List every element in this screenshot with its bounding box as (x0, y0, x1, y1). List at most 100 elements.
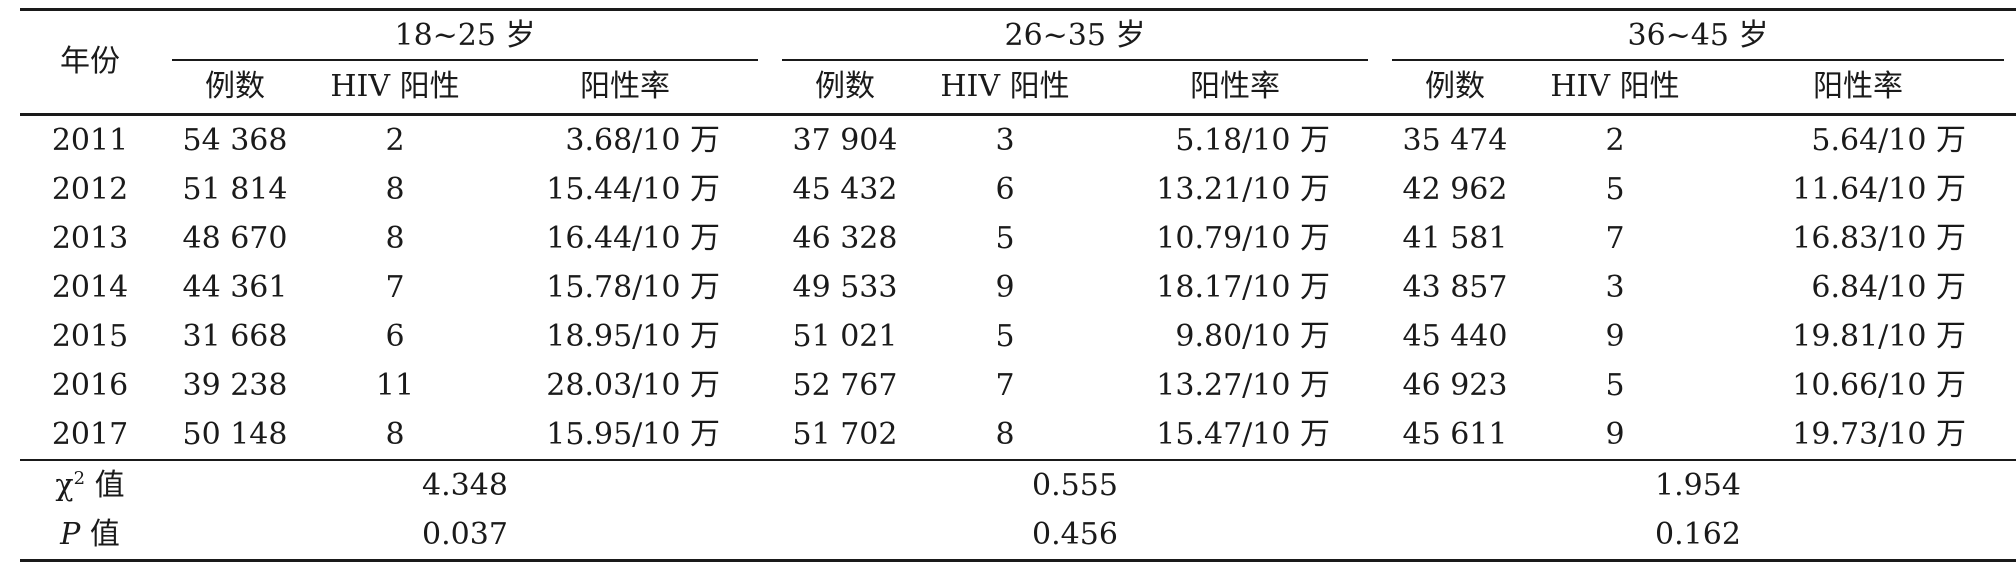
table-row: 2015 31 668 6 18.95/10 万 51 021 5 9.80/1… (20, 312, 2016, 361)
cases-cell: 51 814 (182, 171, 288, 207)
p-value: 0.456 (1032, 516, 1118, 552)
year-header: 年份 (60, 44, 120, 79)
subcol-cases: 例数 (205, 69, 265, 104)
group-header-18-25: 18~25 岁 (160, 10, 770, 61)
p-value-label: P 值 (60, 516, 120, 552)
year-cell: 2011 (51, 122, 129, 158)
chi-square-value: 0.555 (1032, 467, 1118, 503)
rate-cell: 15.47/10 万 (1156, 416, 1330, 452)
cases-cell: 51 702 (792, 416, 898, 452)
year-cell: 2013 (51, 220, 129, 256)
positive-cell: 6 (385, 318, 405, 354)
positive-cell: 5 (1605, 171, 1625, 207)
chi-square-row: χ2 值 4.348 0.555 1.954 (20, 460, 2016, 510)
cases-cell: 46 328 (792, 220, 898, 256)
positive-cell: 8 (385, 416, 405, 452)
positive-cell: 5 (995, 220, 1015, 256)
rate-cell: 11.64/10 万 (1792, 171, 1966, 207)
cases-cell: 37 904 (792, 122, 898, 158)
data-table: 年份 18~25 岁 26~35 岁 36~45 岁 例数 HIV 阳性 阳性率… (20, 8, 2016, 562)
table-row: 2011 54 368 2 3.68/10 万 37 904 3 5.18/10… (20, 115, 2016, 166)
year-cell: 2016 (51, 367, 129, 403)
cases-cell: 46 923 (1402, 367, 1508, 403)
positive-cell: 11 (375, 367, 415, 403)
cases-cell: 39 238 (182, 367, 288, 403)
cases-cell: 45 440 (1402, 318, 1508, 354)
rate-cell: 13.21/10 万 (1156, 171, 1330, 207)
cases-cell: 45 611 (1402, 416, 1508, 452)
subcol-positive-rate: 阳性率 (1190, 69, 1280, 104)
rate-cell: 10.66/10 万 (1792, 367, 1966, 403)
cases-cell: 35 474 (1402, 122, 1508, 158)
p-value: 0.162 (1655, 516, 1741, 552)
p-value-row: P 值 0.037 0.456 0.162 (20, 510, 2016, 561)
positive-cell: 7 (385, 269, 405, 305)
cases-cell: 44 361 (182, 269, 288, 305)
subcol-positive-rate: 阳性率 (580, 69, 670, 104)
rate-cell: 19.73/10 万 (1792, 416, 1966, 452)
cases-cell: 41 581 (1402, 220, 1508, 256)
positive-cell: 9 (1605, 416, 1625, 452)
rate-cell: 5.18/10 万 (1175, 122, 1330, 158)
table-row: 2014 44 361 7 15.78/10 万 49 533 9 18.17/… (20, 263, 2016, 312)
rate-cell: 9.80/10 万 (1175, 318, 1330, 354)
positive-cell: 9 (1605, 318, 1625, 354)
cases-cell: 45 432 (792, 171, 898, 207)
positive-cell: 8 (385, 220, 405, 256)
positive-cell: 8 (385, 171, 405, 207)
rate-cell: 13.27/10 万 (1156, 367, 1330, 403)
group-header-26-35: 26~35 岁 (770, 10, 1380, 61)
rate-cell: 15.95/10 万 (546, 416, 720, 452)
rate-cell: 19.81/10 万 (1792, 318, 1966, 354)
cases-cell: 51 021 (792, 318, 898, 354)
positive-cell: 3 (995, 122, 1015, 158)
cases-cell: 48 670 (182, 220, 288, 256)
group-header-36-45: 36~45 岁 (1380, 10, 2016, 61)
positive-cell: 5 (995, 318, 1015, 354)
year-cell: 2014 (51, 269, 129, 305)
cases-cell: 43 857 (1402, 269, 1508, 305)
subcol-cases: 例数 (815, 69, 875, 104)
positive-cell: 8 (995, 416, 1015, 452)
subcol-hiv-positive: HIV 阳性 (1550, 69, 1680, 104)
cases-cell: 49 533 (792, 269, 898, 305)
positive-cell: 6 (995, 171, 1015, 207)
positive-cell: 9 (995, 269, 1015, 305)
rate-cell: 5.64/10 万 (1811, 122, 1966, 158)
table-row: 2013 48 670 8 16.44/10 万 46 328 5 10.79/… (20, 214, 2016, 263)
header-row-groups: 年份 18~25 岁 26~35 岁 36~45 岁 (20, 9, 2016, 77)
positive-cell: 7 (995, 367, 1015, 403)
year-cell: 2015 (51, 318, 129, 354)
table-row: 2016 39 238 11 28.03/10 万 52 767 7 13.27… (20, 361, 2016, 410)
cases-cell: 31 668 (182, 318, 288, 354)
year-cell: 2017 (51, 416, 129, 452)
cases-cell: 52 767 (792, 367, 898, 403)
subcol-hiv-positive: HIV 阳性 (330, 69, 460, 104)
subcol-cases: 例数 (1425, 69, 1485, 104)
cases-cell: 42 962 (1402, 171, 1508, 207)
positive-cell: 3 (1605, 269, 1625, 305)
year-cell: 2012 (51, 171, 129, 207)
chi-square-label: χ2 值 (55, 467, 125, 503)
positive-cell: 7 (1605, 220, 1625, 256)
rate-cell: 6.84/10 万 (1811, 269, 1966, 305)
subcol-hiv-positive: HIV 阳性 (940, 69, 1070, 104)
positive-cell: 2 (1605, 122, 1625, 158)
rate-cell: 15.44/10 万 (546, 171, 720, 207)
cases-cell: 50 148 (182, 416, 288, 452)
rate-cell: 15.78/10 万 (546, 269, 720, 305)
rate-cell: 18.17/10 万 (1156, 269, 1330, 305)
positive-cell: 2 (385, 122, 405, 158)
subcol-positive-rate: 阳性率 (1813, 69, 1903, 104)
rate-cell: 10.79/10 万 (1156, 220, 1330, 256)
cases-cell: 54 368 (182, 122, 288, 158)
header-row-subcols: 例数 HIV 阳性 阳性率 例数 HIV 阳性 阳性率 例数 HIV 阳性 阳性… (20, 61, 2016, 115)
rate-cell: 3.68/10 万 (565, 122, 720, 158)
positive-cell: 5 (1605, 367, 1625, 403)
table-row: 2012 51 814 8 15.44/10 万 45 432 6 13.21/… (20, 165, 2016, 214)
rate-cell: 18.95/10 万 (546, 318, 720, 354)
chi-square-value: 4.348 (422, 467, 508, 503)
chi-square-value: 1.954 (1655, 467, 1741, 503)
table-row: 2017 50 148 8 15.95/10 万 51 702 8 15.47/… (20, 410, 2016, 460)
rate-cell: 16.44/10 万 (546, 220, 720, 256)
